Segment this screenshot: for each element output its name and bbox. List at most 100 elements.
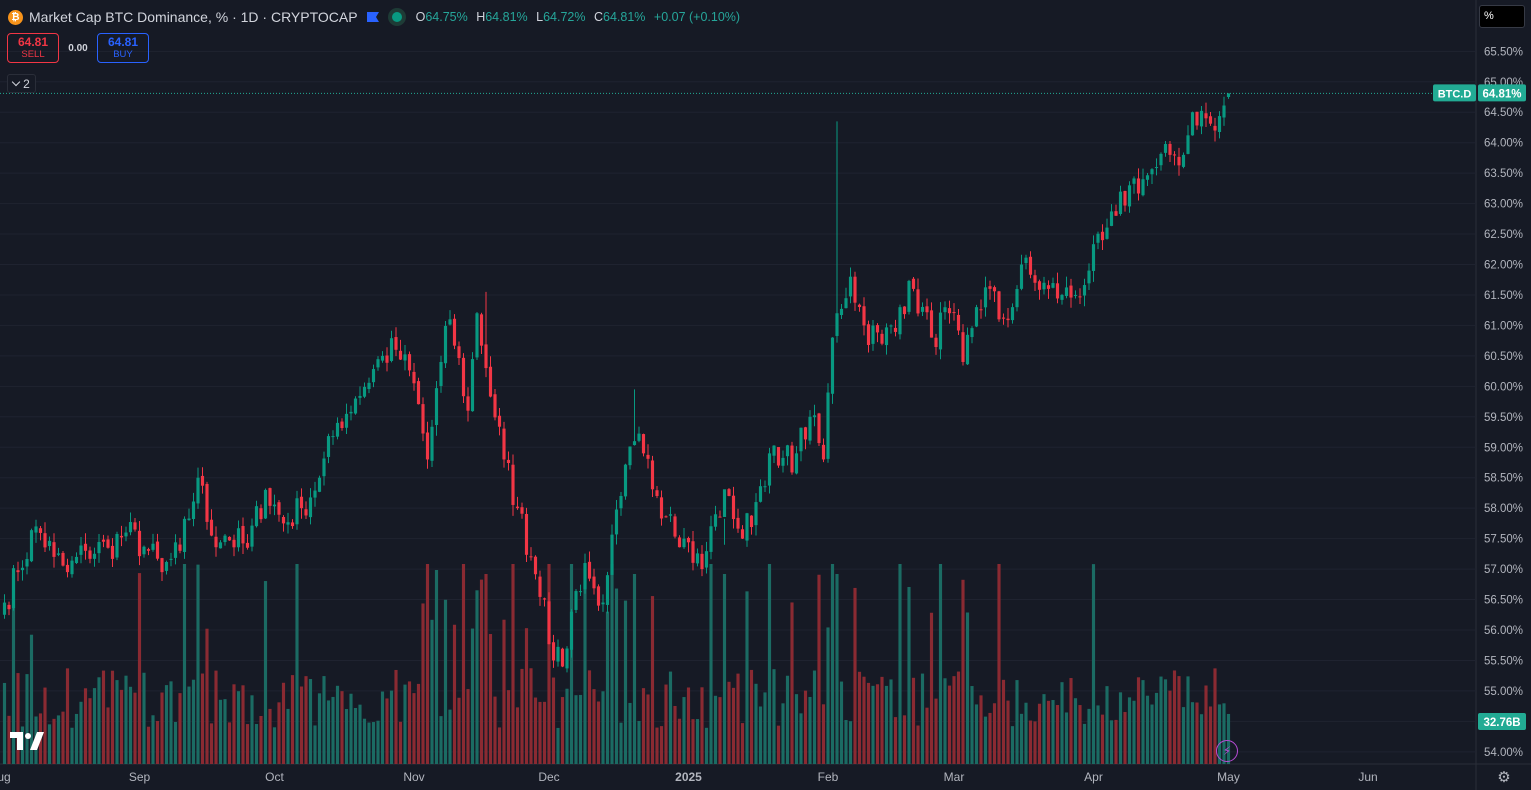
candle-body xyxy=(830,337,835,394)
candle-body xyxy=(511,464,515,505)
volume-bar xyxy=(290,675,295,764)
volume-bar xyxy=(1033,721,1037,764)
volume-bar xyxy=(281,682,286,764)
candle-body xyxy=(1141,179,1145,196)
volume-bar xyxy=(65,668,70,764)
candle-body xyxy=(407,354,412,371)
volume-bar xyxy=(1114,719,1118,764)
candle-body xyxy=(488,366,493,397)
candle-body xyxy=(1042,282,1046,290)
volume-bar xyxy=(133,692,137,764)
buy-label: BUY xyxy=(113,48,133,60)
volume-bar xyxy=(101,670,106,764)
volume-bar xyxy=(358,704,362,764)
volume-bar xyxy=(493,696,497,764)
volume-bar xyxy=(1190,702,1195,764)
volume-bar xyxy=(578,694,583,764)
volume-bar xyxy=(754,683,758,764)
candle-body xyxy=(767,453,772,486)
candle-body xyxy=(173,542,178,558)
candle-body xyxy=(304,509,308,516)
volume-bar xyxy=(1199,714,1204,764)
sell-button[interactable]: 64.81 SELL xyxy=(7,33,59,63)
candle-body xyxy=(155,541,160,559)
volume-bar xyxy=(947,685,952,764)
candle-body xyxy=(835,313,839,336)
buy-button[interactable]: 64.81 BUY xyxy=(97,33,149,63)
candle-body xyxy=(281,516,286,524)
candle-body xyxy=(133,522,137,530)
candle-body xyxy=(1217,116,1222,133)
volume-bar xyxy=(169,681,173,764)
chart-legend[interactable]: ₿ Market Cap BTC Dominance, % · 1D · CRY… xyxy=(8,6,745,28)
lightning-icon[interactable]: ⚡ xyxy=(1216,740,1238,762)
volume-bar xyxy=(1105,686,1109,764)
unit-selector-button[interactable]: % xyxy=(1479,5,1525,28)
volume-bar xyxy=(475,590,479,764)
volume-bar xyxy=(1195,702,1199,764)
candle-body xyxy=(506,459,511,464)
y-tick-label: 63.00% xyxy=(1484,199,1523,211)
volume-bar xyxy=(182,564,187,764)
candle-body xyxy=(745,513,749,541)
candle-body xyxy=(25,558,29,567)
candle-body xyxy=(443,325,448,364)
candle-body xyxy=(448,319,452,325)
candle-body xyxy=(713,514,718,527)
volume-bar xyxy=(524,628,529,764)
candle-body xyxy=(259,508,263,520)
symbol-label-box xyxy=(1433,84,1476,102)
volume-bar xyxy=(209,723,214,764)
volume-bar xyxy=(979,695,983,764)
indicators-toggle-button[interactable]: 2 xyxy=(7,74,36,93)
spread-value: 0.00 xyxy=(68,42,88,54)
candle-body xyxy=(493,394,497,418)
volume-bar xyxy=(151,715,155,764)
volume-bar xyxy=(263,581,268,764)
candle-body xyxy=(11,568,16,609)
volume-bar xyxy=(691,719,695,764)
candle-body xyxy=(452,318,457,346)
candle-body xyxy=(1046,285,1051,289)
candle-body xyxy=(916,289,920,314)
candle-body xyxy=(988,286,992,289)
indicators-count: 2 xyxy=(23,76,30,91)
candle-body xyxy=(101,539,106,542)
volume-bar xyxy=(767,564,772,764)
volume-bar xyxy=(560,697,565,764)
candle-body xyxy=(632,441,637,446)
x-tick-label: May xyxy=(1217,770,1240,784)
volume-bar xyxy=(533,697,538,764)
volume-bar xyxy=(1177,676,1181,764)
volume-bar xyxy=(214,670,218,764)
volume-bar xyxy=(502,619,506,764)
volume-bar xyxy=(574,695,578,764)
volume-bar xyxy=(394,669,398,764)
volume-bar xyxy=(340,691,344,764)
tradingview-logo-icon[interactable] xyxy=(10,732,44,750)
flag-icon[interactable] xyxy=(366,11,380,23)
high-label: H xyxy=(476,10,486,24)
volume-bar xyxy=(785,675,790,764)
volume-bar xyxy=(430,619,434,764)
volume-bar xyxy=(205,628,209,764)
volume-bar xyxy=(407,681,412,764)
volume-bar xyxy=(1222,703,1226,764)
change-value: +0.07 (+0.10%) xyxy=(653,10,741,24)
volume-bar xyxy=(619,722,623,764)
volume-bar xyxy=(1060,682,1064,764)
gear-icon[interactable]: ⚙ xyxy=(1497,769,1511,786)
candle-body xyxy=(1132,178,1136,184)
candle-body xyxy=(596,586,601,606)
candle-body xyxy=(551,642,556,661)
volume-bar xyxy=(299,686,304,764)
candle-body xyxy=(1163,143,1168,153)
volume-bar xyxy=(268,708,272,764)
symbol-title[interactable]: Market Cap BTC Dominance, % · 1D · CRYPT… xyxy=(29,9,358,25)
volume-bar xyxy=(997,564,1001,764)
volume-bar xyxy=(790,602,794,764)
last-price-label: 64.81% xyxy=(1482,88,1521,100)
candle-body xyxy=(182,518,187,553)
candle-body xyxy=(353,398,358,414)
